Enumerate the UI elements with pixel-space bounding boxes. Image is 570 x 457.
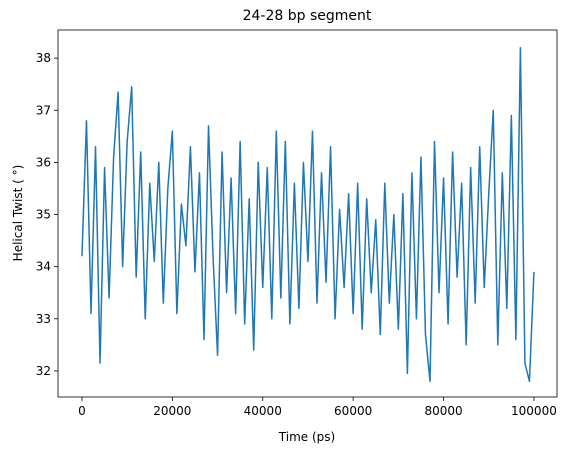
y-tick-label: 32: [36, 364, 51, 378]
x-tick-label: 60000: [334, 404, 372, 418]
y-tick-label: 33: [36, 312, 51, 326]
y-tick-label: 36: [36, 155, 51, 169]
y-tick-label: 38: [36, 51, 51, 65]
y-axis-label: Helical Twist ( °): [11, 165, 25, 262]
chart-title: 24-28 bp segment: [243, 8, 372, 24]
x-tick-label: 20000: [153, 404, 191, 418]
plot-frame: [57, 29, 558, 398]
x-tick-label: 40000: [244, 404, 282, 418]
x-tick-label: 0: [78, 404, 86, 418]
x-tick-label: 100000: [511, 404, 557, 418]
x-axis-label: Time (ps): [278, 430, 335, 444]
data-line: [81, 46, 535, 383]
y-tick-label: 37: [36, 103, 51, 117]
y-tick-label: 34: [36, 260, 51, 274]
y-tick-label: 35: [36, 208, 51, 222]
x-tick-label: 80000: [424, 404, 462, 418]
